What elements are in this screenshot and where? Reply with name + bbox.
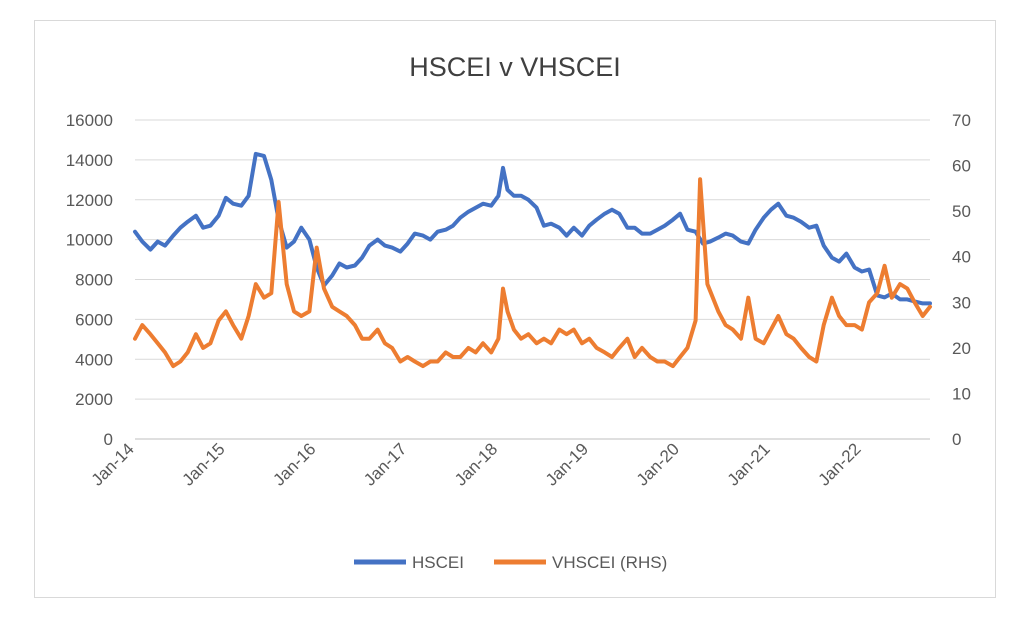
y-axis-right-tick-labels: 0 10 20 30 40 50 60 70 <box>952 111 971 449</box>
y-left-tick-label: 14000 <box>66 151 113 170</box>
x-tick-label: Jan-18 <box>451 439 501 489</box>
x-tick-label: Jan-15 <box>178 439 228 489</box>
x-tick-label: Jan-20 <box>633 439 683 489</box>
y-right-tick-label: 10 <box>952 384 971 403</box>
x-tick-label: Jan-17 <box>360 439 410 489</box>
x-tick-label: Jan-21 <box>724 439 774 489</box>
y-left-tick-label: 8000 <box>75 271 113 290</box>
y-right-tick-label: 30 <box>952 293 971 312</box>
legend-label-hscei: HSCEI <box>412 553 464 572</box>
y-left-tick-label: 2000 <box>75 390 113 409</box>
x-tick-label: Jan-16 <box>269 439 319 489</box>
chart-title: HSCEI v VHSCEI <box>409 52 621 82</box>
series-line-vhscei <box>133 177 932 369</box>
y-right-tick-label: 50 <box>952 202 971 221</box>
y-right-tick-label: 40 <box>952 248 971 267</box>
y-right-tick-label: 20 <box>952 339 971 358</box>
y-right-tick-label: 60 <box>952 157 971 176</box>
y-left-tick-label: 6000 <box>75 310 113 329</box>
x-tick-label: Jan-19 <box>542 439 592 489</box>
x-tick-label: Jan-22 <box>814 439 864 489</box>
y-right-tick-label: 70 <box>952 111 971 130</box>
series-line-hscei <box>133 151 932 306</box>
x-axis-tick-labels: Jan-14 Jan-15 Jan-16 Jan-17 Jan-18 Jan-19 Jan-… <box>88 439 865 489</box>
legend-label-vhscei: VHSCEI (RHS) <box>552 553 667 572</box>
legend: HSCEI VHSCEI (RHS) <box>354 553 667 572</box>
y-left-tick-label: 4000 <box>75 350 113 369</box>
gridlines <box>135 119 930 440</box>
y-axis-left-tick-labels: 0 2000 4000 6000 8000 10000 12000 14000 16000 <box>66 111 113 449</box>
y-left-tick-label: 0 <box>104 430 113 449</box>
y-left-tick-label: 16000 <box>66 111 113 130</box>
series-lines <box>133 151 932 369</box>
y-right-tick-label: 0 <box>952 430 961 449</box>
y-left-tick-label: 10000 <box>66 231 113 250</box>
y-left-tick-label: 12000 <box>66 191 113 210</box>
